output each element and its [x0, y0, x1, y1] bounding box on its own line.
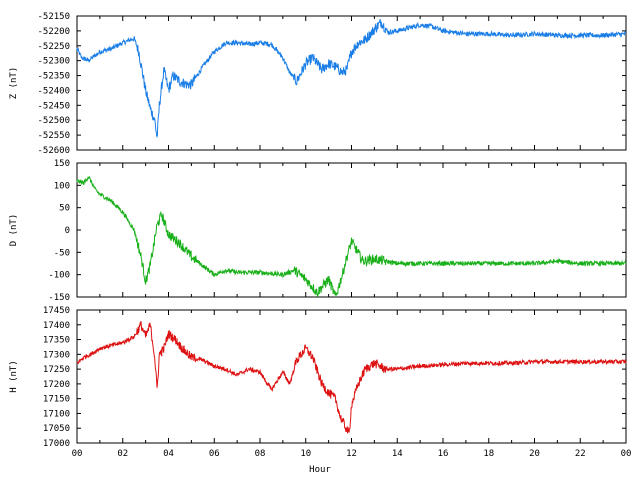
x-tick-label: 00	[72, 449, 83, 459]
h-y-tick-label: 17300	[43, 350, 70, 360]
d-y-tick-label: -50	[54, 248, 70, 258]
d-series-line	[76, 175, 627, 298]
z-y-axis-title: Z (nT)	[9, 67, 19, 100]
z-y-tick-label: -52600	[37, 146, 70, 156]
x-tick-label: 02	[117, 449, 128, 459]
x-tick-label: 14	[392, 449, 403, 459]
h-y-tick-label: 17250	[43, 365, 70, 375]
x-tick-label: 10	[300, 449, 311, 459]
h-y-tick-label: 17450	[43, 306, 70, 316]
h-y-axis-title: H (nT)	[9, 360, 19, 393]
z-series-line	[76, 18, 627, 139]
x-tick-label: 00	[621, 449, 632, 459]
x-tick-label: 06	[209, 449, 220, 459]
x-tick-label: 16	[438, 449, 449, 459]
z-panel: -52150 -52200 -52250 -52300 -52350 -52400 -524…	[9, 12, 627, 156]
z-y-tick-label: -52150	[37, 12, 70, 22]
h-plot-frame	[76, 309, 627, 444]
h-y-tick-label: 17400	[43, 321, 70, 331]
d-y-tick-label: -100	[48, 271, 70, 281]
z-y-tick-label: -52250	[37, 42, 70, 52]
d-y-tick-label: 150	[54, 159, 70, 169]
d-panel: 150 100 50 0 -50 -100 -150 D (nT)	[9, 159, 627, 303]
h-panel: 17450 17400 17350 17300 17250 17200 17150 17100…	[9, 306, 631, 459]
h-y-tick-label: 17200	[43, 380, 70, 390]
h-series-line	[76, 320, 627, 434]
x-tick-label: 18	[483, 449, 494, 459]
x-tick-label: 22	[575, 449, 586, 459]
d-y-axis-title: D (nT)	[9, 214, 19, 247]
z-y-tick-label: -52500	[37, 116, 70, 126]
x-tick-label: 08	[255, 449, 266, 459]
x-axis-title: Hour	[309, 465, 331, 475]
z-y-tick-label: -52450	[37, 101, 70, 111]
z-y-tick-label: -52300	[37, 57, 70, 67]
z-y-tick-label: -52550	[37, 131, 70, 141]
h-y-tick-label: 17050	[43, 424, 70, 434]
d-y-tick-label: 0	[65, 226, 70, 236]
z-y-tick-label: -52400	[37, 86, 70, 96]
d-y-tick-label: 100	[54, 181, 70, 191]
z-y-tick-label: -52350	[37, 72, 70, 82]
d-y-tick-label: 50	[59, 204, 70, 214]
h-y-tick-label: 17350	[43, 336, 70, 346]
d-plot-frame	[76, 162, 627, 298]
d-y-tick-label: -150	[48, 293, 70, 303]
h-y-tick-label: 17150	[43, 395, 70, 405]
z-y-tick-label: -52200	[37, 27, 70, 37]
x-tick-label: 20	[529, 449, 540, 459]
x-tick-label: 12	[346, 449, 357, 459]
h-y-tick-label: 17100	[43, 409, 70, 419]
x-tick-label: 04	[163, 449, 174, 459]
h-y-tick-label: 17000	[43, 439, 70, 449]
